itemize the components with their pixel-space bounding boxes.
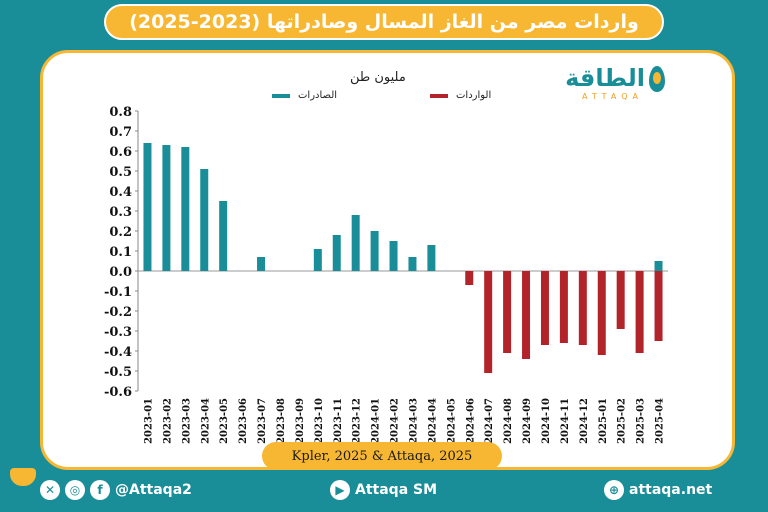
bar-imports xyxy=(484,271,493,373)
x-tick-label: 2023-11 xyxy=(333,398,344,444)
website-text[interactable]: attaqa.net xyxy=(629,482,713,498)
x-tick-label: 2023-06 xyxy=(238,398,249,444)
x-tick-label: 2025-03 xyxy=(636,398,647,444)
y-tick-label: 0.2 xyxy=(109,225,132,240)
unit-label: مليون طن xyxy=(350,70,406,85)
y-tick-label: -0.3 xyxy=(104,325,132,340)
bar-imports xyxy=(635,271,644,353)
youtube-link[interactable]: ▶ Attaqa SM xyxy=(330,480,437,500)
y-tick-label: 0.3 xyxy=(109,205,132,220)
legend-imports-swatch xyxy=(430,93,448,98)
website-link[interactable]: ⊕ attaqa.net xyxy=(604,480,712,500)
x-tick-label: 2024-09 xyxy=(522,398,533,444)
x-tick-label: 2023-04 xyxy=(200,398,211,444)
y-tick-label: 0.8 xyxy=(109,105,132,120)
bar-imports xyxy=(597,271,606,355)
bar-exports xyxy=(370,231,379,271)
x-tick-label: 2023-09 xyxy=(295,398,306,444)
globe-icon[interactable]: ⊕ xyxy=(604,480,624,500)
x-tick-label: 2024-04 xyxy=(427,398,438,444)
x-tick-label: 2023-01 xyxy=(143,398,154,444)
social-handle-text[interactable]: @Attaqa2 xyxy=(115,482,192,498)
y-tick-label: 0.5 xyxy=(109,165,132,180)
x-tick-label: 2023-10 xyxy=(314,398,325,444)
bar-imports xyxy=(465,271,474,285)
bar-imports xyxy=(654,271,663,341)
x-tick-label: 2024-10 xyxy=(541,398,552,444)
bar-imports xyxy=(616,271,625,329)
x-tick-label: 2023-12 xyxy=(352,398,363,444)
legend-exports-swatch xyxy=(272,93,290,98)
legend-imports-label: الواردات xyxy=(456,90,492,101)
bar-exports xyxy=(181,147,190,271)
x-tick-label: 2024-01 xyxy=(371,398,382,444)
x-tick-label: 2025-02 xyxy=(617,398,628,444)
bar-imports xyxy=(503,271,512,353)
x-tick-label: 2025-01 xyxy=(598,398,609,444)
bar-imports xyxy=(522,271,531,359)
bar-exports xyxy=(257,257,266,271)
x-tick-label: 2023-08 xyxy=(276,398,287,444)
footer: ✕ ◎ f @Attaqa2 ▶ Attaqa SM ⊕ attaqa.net xyxy=(0,474,768,512)
x-tick-label: 2025-04 xyxy=(655,398,666,444)
x-tick-label: 2023-02 xyxy=(162,398,173,444)
x-tick-label: 2023-05 xyxy=(219,398,230,444)
bar-exports xyxy=(162,145,171,271)
logo-latin: ATTAQA xyxy=(582,92,643,101)
y-tick-label: 0.6 xyxy=(109,145,132,160)
bar-imports xyxy=(540,271,549,345)
y-tick-label: -0.4 xyxy=(104,345,132,360)
x-tick-label: 2024-02 xyxy=(390,398,401,444)
bar-exports xyxy=(219,201,228,271)
x-tick-label: 2024-11 xyxy=(560,398,571,444)
youtube-icon[interactable]: ▶ xyxy=(330,480,350,500)
x-tick-label: 2023-07 xyxy=(257,398,268,444)
x-tick-label: 2024-05 xyxy=(446,398,457,444)
x-tick-label: 2024-12 xyxy=(579,398,590,444)
attaqa-logo: الطاقة ATTAQA xyxy=(545,64,665,104)
shield-icon xyxy=(10,468,36,486)
bar-exports xyxy=(654,261,663,271)
legend-exports-label: الصادرات xyxy=(298,90,338,101)
x-tick-label: 2024-08 xyxy=(503,398,514,444)
bar-exports xyxy=(143,143,152,271)
y-tick-label: 0.4 xyxy=(109,185,132,200)
drop-icon xyxy=(649,66,665,92)
bar-exports xyxy=(408,257,417,271)
legend-imports: الواردات xyxy=(430,90,491,101)
bar-exports xyxy=(200,169,209,271)
x-tick-label: 2024-03 xyxy=(408,398,419,444)
bar-imports xyxy=(578,271,587,345)
x-tick-label: 2024-06 xyxy=(465,398,476,444)
logo-name: الطاقة xyxy=(565,64,645,92)
facebook-icon[interactable]: f xyxy=(90,480,110,500)
y-tick-label: 0.7 xyxy=(109,125,132,140)
y-tick-label: -0.1 xyxy=(104,285,132,300)
y-tick-label: 0.1 xyxy=(109,245,132,260)
bar-exports xyxy=(427,245,436,271)
award-badge xyxy=(6,468,40,508)
y-tick-label: 0.0 xyxy=(109,265,132,280)
x-tick-label: 2024-07 xyxy=(484,398,495,444)
chart-title-bar: واردات مصر من الغاز المسال وصادراتها (20… xyxy=(104,4,664,40)
y-tick-label: -0.2 xyxy=(104,305,132,320)
bar-exports xyxy=(351,215,360,271)
x-icon[interactable]: ✕ xyxy=(40,480,60,500)
bar-exports xyxy=(332,235,341,271)
source-note: Kpler, 2025 & Attaqa, 2025 xyxy=(262,442,502,470)
bar-exports xyxy=(313,249,322,271)
social-handle[interactable]: ✕ ◎ f @Attaqa2 xyxy=(40,480,192,500)
y-tick-label: -0.6 xyxy=(104,385,132,400)
x-tick-label: 2023-03 xyxy=(181,398,192,444)
bar-exports xyxy=(389,241,398,271)
chart-title: واردات مصر من الغاز المسال وصادراتها (20… xyxy=(129,11,639,33)
youtube-text[interactable]: Attaqa SM xyxy=(355,482,438,498)
y-tick-label: -0.5 xyxy=(104,365,132,380)
bar-imports xyxy=(559,271,568,343)
legend-exports: الصادرات xyxy=(272,90,337,101)
instagram-icon[interactable]: ◎ xyxy=(65,480,85,500)
